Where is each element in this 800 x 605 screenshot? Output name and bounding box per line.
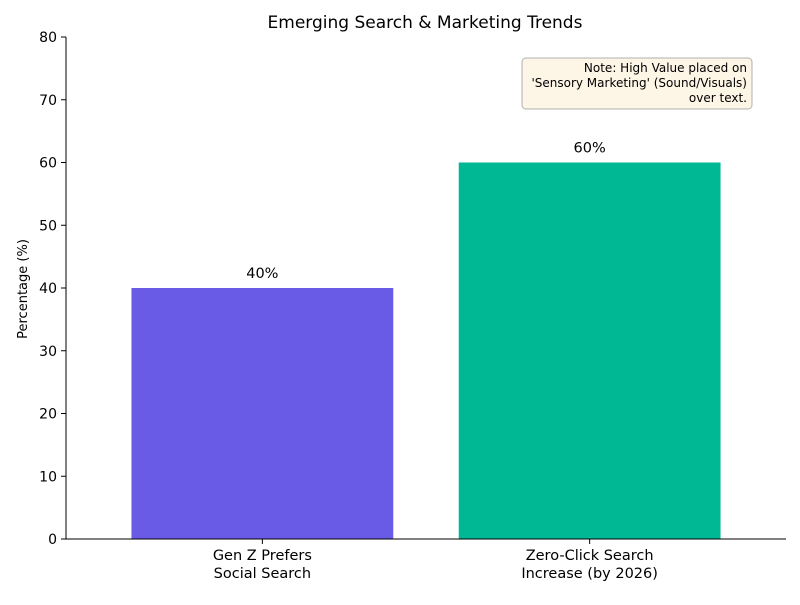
bar [458,162,721,539]
annotation-line: over text. [689,91,747,105]
bar-value-label: 60% [574,141,606,157]
y-tick-label: 80 [39,30,57,46]
y-tick-label: 30 [39,344,57,360]
annotation-line: 'Sensory Marketing' (Sound/Visuals) [531,76,747,90]
annotation-line: Note: High Value placed on [584,61,747,75]
y-axis-ticks: 0 10 20 30 40 50 60 70 80 [39,30,66,548]
bar-value-label: 40% [246,266,278,282]
x-axis-category-labels: Gen Z Prefers Social Search Zero-Click Sea… [213,539,658,582]
annotation-box [521,57,753,110]
bar-value-labels: 40% 60% [246,141,606,283]
y-axis-label: Percentage (%) [16,239,31,339]
x-category-label: Gen Z Prefers [213,548,312,564]
y-tick-label: 0 [48,532,57,548]
x-category-label: Zero-Click Search [526,548,654,564]
y-tick-label: 50 [39,218,57,234]
annotation-note: Note: High Value placed on 'Sensory Mark… [521,57,753,110]
y-tick-label: 20 [39,407,57,423]
x-category-label: Social Search [214,566,311,582]
y-tick-label: 60 [39,156,57,172]
bar [131,288,394,539]
chart-title: Emerging Search & Marketing Trends [268,13,583,33]
x-category-label: Increase (by 2026) [521,566,658,582]
bars [131,162,721,539]
y-tick-label: 70 [39,93,57,109]
y-tick-label: 40 [39,281,57,297]
y-tick-label: 10 [39,469,57,485]
